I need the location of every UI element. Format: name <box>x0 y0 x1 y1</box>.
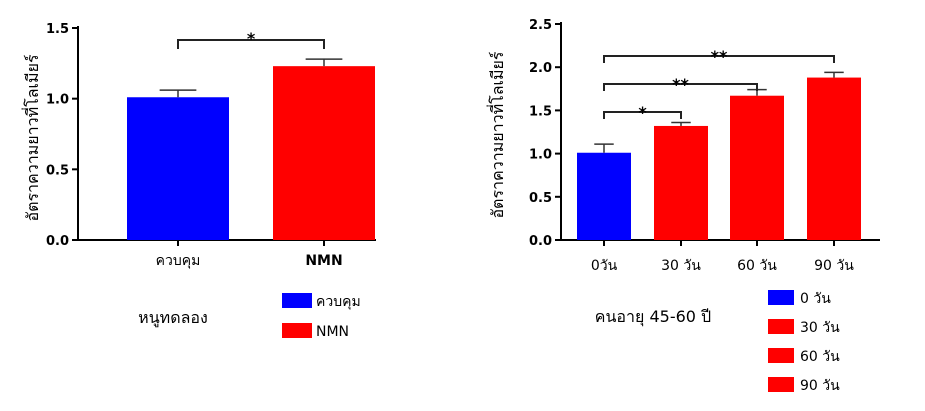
y-axis-label: อัตราความยาวที่โลเมียร์ <box>21 54 42 221</box>
legend-swatch <box>282 323 312 338</box>
legend-label: NMN <box>316 324 349 340</box>
legend-label: 90 วัน <box>800 378 840 394</box>
x-tick-label: 30 วัน <box>661 258 701 274</box>
bar <box>273 66 375 240</box>
legend-swatch <box>768 348 794 363</box>
bar <box>654 125 708 240</box>
legend-label: 60 วัน <box>800 349 840 365</box>
legend-swatch <box>282 293 312 308</box>
significance-label: ** <box>711 47 728 66</box>
bar <box>127 97 229 241</box>
legend-label: 0 วัน <box>800 291 831 307</box>
y-tick-label: 1.5 <box>529 104 552 119</box>
x-tick-label: 0วัน <box>591 258 618 274</box>
y-tick-label: 1.0 <box>46 93 69 108</box>
chart-left: 0.0 0.5 1.0 1.5 อัตราความยาวที่โลเมียร์ควบคุ… <box>21 22 376 340</box>
y-tick-label: 1.5 <box>46 22 69 37</box>
y-tick-label: 1.0 <box>529 148 552 163</box>
significance-bracket <box>603 83 758 91</box>
chart-right: 0.0 0.5 1.0 1.5 2.0 2.5 อัตราความยาวที่โลเมียร… <box>486 18 880 394</box>
x-tick-label: 60 วัน <box>737 258 777 274</box>
significance-bracket <box>603 111 682 119</box>
bar <box>807 77 861 241</box>
legend-swatch <box>768 290 794 305</box>
x-tick-label: NMN <box>305 253 342 269</box>
chart-subtitle: คนอายุ 45-60 ปี <box>595 307 711 327</box>
y-axis-label: อัตราความยาวที่โลเมียร์ <box>486 51 507 218</box>
significance-bracket <box>603 55 835 63</box>
significance-bracket <box>177 39 325 49</box>
legend-swatch <box>768 319 794 334</box>
significance-label: * <box>247 29 256 48</box>
x-tick-label: ควบคุม <box>156 253 201 269</box>
y-tick-label: 2.5 <box>529 18 552 33</box>
significance-label: * <box>638 103 647 122</box>
y-tick-label: 0.0 <box>529 234 552 249</box>
legend-label: ควบคุม <box>316 294 361 310</box>
bar <box>730 95 784 240</box>
bar <box>577 152 631 240</box>
significance-label: ** <box>672 75 689 94</box>
y-tick-label: 2.0 <box>529 61 552 76</box>
y-tick-label: 0.5 <box>529 191 552 206</box>
legend-swatch <box>768 377 794 392</box>
x-tick-label: 90 วัน <box>814 258 854 274</box>
y-tick-label: 0.5 <box>46 163 69 178</box>
legend-label: 30 วัน <box>800 320 840 336</box>
y-tick-label: 0.0 <box>46 234 69 249</box>
chart-subtitle: หนูทดลอง <box>138 308 208 328</box>
